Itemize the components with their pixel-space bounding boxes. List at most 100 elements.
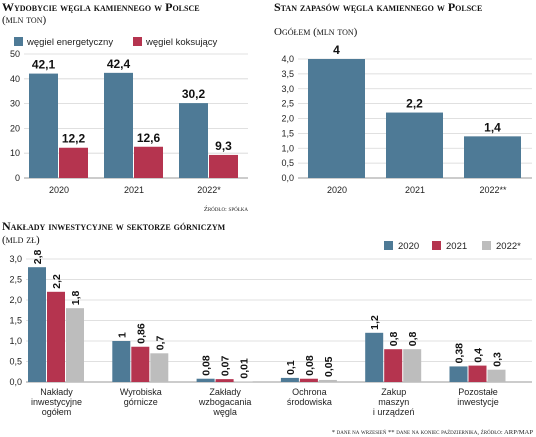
bar-węgiel-energetyczny-2	[179, 103, 208, 178]
y-tick-label: 20	[10, 123, 20, 133]
source-note: Źródło: spółka	[204, 205, 249, 213]
y-tick-label: 1,0	[9, 336, 22, 346]
bar-węgiel-energetyczny-0	[29, 73, 58, 178]
bar-węgiel-koksujący-1	[134, 146, 163, 178]
y-tick-label: 0,0	[281, 173, 294, 183]
y-tick-label: 0,0	[9, 377, 22, 387]
bar-2021-0	[47, 291, 65, 382]
data-label: 2,2	[406, 97, 423, 111]
chart-production-subtitle: (mln ton)	[2, 14, 46, 26]
x-category-label: 2020	[49, 185, 69, 195]
bar-series-1	[386, 112, 443, 178]
bar-2021-5	[468, 365, 487, 382]
y-tick-label: 0,5	[281, 158, 294, 168]
footnote: * dane na wrzesień ** dane na koniec paź…	[332, 429, 534, 436]
bar-2021-1	[131, 346, 150, 382]
x-category-label: Pozostałe inwestycje	[457, 387, 499, 407]
y-tick-label: 2,5	[281, 99, 294, 109]
chart-production-x-axis: 2020 2021 2022*	[49, 185, 221, 195]
data-label: 42,1	[32, 58, 56, 72]
chart-investment-subtitle: (mld zł)	[2, 234, 40, 246]
bar-series-2	[464, 136, 521, 178]
x-category-label: 2022**	[479, 185, 507, 195]
chart-investment-grid	[26, 258, 532, 383]
y-tick-label: 40	[10, 74, 20, 84]
data-label: 1,2	[369, 315, 381, 330]
x-category-label: 2021	[405, 185, 425, 195]
bar-węgiel-koksujący-0	[59, 147, 88, 178]
data-label: 0,08	[201, 355, 213, 376]
data-label: 42,4	[107, 57, 131, 71]
bar-2020-1	[112, 341, 131, 382]
chart-stock-title: Stan zapasów węgla kamiennego w Polsce	[274, 0, 482, 14]
data-label: 4	[333, 43, 340, 57]
data-label: 0,4	[473, 348, 485, 363]
data-label: 0,1	[285, 360, 297, 375]
data-label: 30,2	[182, 87, 206, 101]
bar-2021-3	[299, 378, 318, 382]
legend-swatch-2021	[432, 241, 441, 250]
y-tick-label: 2,5	[9, 275, 22, 285]
y-tick-label: 1,0	[281, 143, 294, 153]
y-tick-label: 4,0	[281, 54, 294, 64]
y-tick-label: 1,5	[9, 316, 22, 326]
data-label: 0,38	[454, 343, 466, 364]
y-tick-label: 1,5	[281, 128, 294, 138]
bar-węgiel-energetyczny-1	[104, 72, 133, 178]
data-label: 0,8	[388, 331, 400, 346]
y-tick-label: 50	[10, 49, 20, 59]
chart-investment-x-axis: Nakłady inwestycyjne ogółem Wyrobiska górnic…	[31, 387, 499, 417]
legend-label-energetyczny: węgiel energetyczny	[26, 37, 113, 48]
data-label: 2,2	[51, 274, 63, 289]
x-category-label: Wyrobiska górnicze	[120, 387, 162, 407]
chart-stock-bars: 4 2,2 1,4	[308, 43, 521, 178]
data-label: 1,4	[484, 120, 501, 134]
bar-2022-5	[487, 369, 506, 382]
chart-stock-subtitle: Ogółem (mln ton)	[274, 26, 358, 38]
x-category-label: Zakłady wzbogacania węgla	[198, 387, 252, 417]
bar-2020-5	[449, 366, 468, 382]
bar-2021-4	[384, 349, 403, 382]
data-label: 0,07	[220, 356, 232, 377]
y-tick-label: 2,0	[9, 295, 22, 305]
y-tick-label: 3,0	[9, 254, 22, 264]
chart-investment-bars: 2,8 2,2 1,8 1 0,86 0,7 0,08 0,07 0,01 0,1 0,08 0,05…	[28, 249, 506, 383]
chart-investment-legend: 2020 2021 2022*	[384, 241, 521, 252]
data-label: 0,86	[135, 323, 147, 344]
chart-stock-x-axis: 2020 2021 2022**	[327, 185, 507, 195]
x-category-label: 2021	[124, 185, 144, 195]
x-category-label: Zakup maszyn i urządzeń	[373, 387, 415, 417]
chart-investment-y-axis: 0,0 0,5 1,0 1,5 2,0 2,5 3,0	[9, 254, 22, 387]
data-label: 0,01	[239, 358, 251, 379]
data-label: 9,3	[215, 139, 232, 153]
y-tick-label: 3,0	[281, 84, 294, 94]
legend-swatch-2022	[482, 241, 491, 250]
legend-swatch-energetyczny	[14, 37, 23, 46]
chart-production-bars: 42,1 12,2 42,4 12,6 30,2 9,3	[29, 57, 238, 178]
y-tick-label: 0,5	[9, 357, 22, 367]
bar-2022-1	[150, 353, 169, 382]
bar-2022-4	[403, 349, 422, 382]
data-label: 2,8	[32, 249, 44, 264]
chart-investment-title: Nakłady inwestycyjne w sektorze górniczy…	[2, 219, 226, 233]
chart-stock: Stan zapasów węgla kamiennego w Polsce O…	[274, 0, 532, 195]
chart-investment: Nakłady inwestycyjne w sektorze górniczy…	[2, 219, 533, 436]
data-label: 1	[116, 332, 128, 338]
data-label: 12,2	[62, 132, 86, 146]
bar-2021-2	[215, 379, 234, 382]
y-tick-label: 2,0	[281, 114, 294, 124]
chart-production-title: Wydobycie węgla kamiennego w Polsce	[2, 0, 200, 14]
x-category-label: Nakłady inwestycyjne ogółem	[31, 387, 82, 417]
bar-2022-0	[66, 308, 84, 382]
chart-production-legend: węgiel energetyczny węgiel koksujący	[14, 37, 218, 48]
legend-swatch-2020	[384, 241, 393, 250]
bar-2022-3	[318, 379, 337, 382]
bar-2020-0	[28, 267, 46, 382]
data-label: 0,08	[304, 355, 316, 376]
bar-węgiel-koksujący-2	[209, 154, 238, 178]
chart-production-y-axis: 0 10 20 30 40 50	[10, 49, 20, 183]
legend-label-koksujacy: węgiel koksujący	[145, 37, 218, 48]
legend-label-2020: 2020	[398, 241, 419, 252]
x-category-label: 2022*	[197, 185, 221, 195]
chart-production: Wydobycie węgla kamiennego w Polsce (mln…	[2, 0, 248, 213]
